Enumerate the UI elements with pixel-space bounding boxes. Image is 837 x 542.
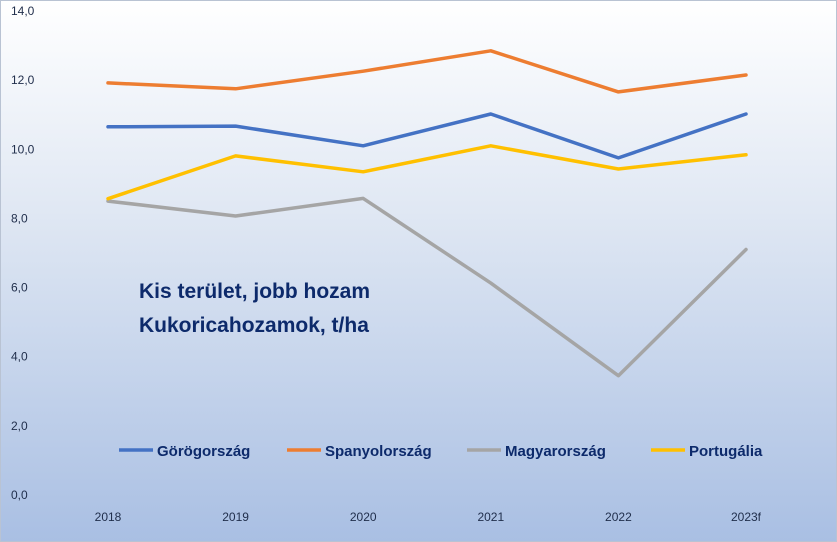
x-tick-label: 2022 bbox=[605, 510, 632, 524]
legend-item: Magyarország bbox=[467, 443, 606, 460]
y-tick-label: 8,0 bbox=[11, 211, 28, 225]
y-tick-label: 10,0 bbox=[11, 142, 35, 156]
annotation-line-2: Kukoricahozamok, t/ha bbox=[139, 314, 369, 337]
legend-label: Görögország bbox=[157, 443, 250, 460]
series-line bbox=[106, 112, 748, 160]
y-tick-label: 12,0 bbox=[11, 73, 35, 87]
annotation-line-1: Kis terület, jobb hozam bbox=[139, 280, 370, 303]
series-line bbox=[106, 49, 748, 94]
y-tick-label: 4,0 bbox=[11, 350, 28, 364]
y-tick-label: 6,0 bbox=[11, 281, 28, 295]
x-tick-label: 2018 bbox=[95, 510, 122, 524]
y-axis: 0,0 2,0 4,0 6,0 8,0 10,0 12,0 14,0 bbox=[11, 4, 35, 502]
legend-item: Portugália bbox=[651, 443, 763, 460]
legend-item: Görögország bbox=[119, 443, 250, 460]
y-tick-label: 0,0 bbox=[11, 488, 28, 502]
series-line bbox=[106, 196, 748, 378]
x-axis: 2018 2019 2020 2021 2022 2023f bbox=[95, 510, 762, 524]
x-tick-label: 2023f bbox=[731, 510, 762, 524]
legend: Görögország Spanyolország Magyarország Port… bbox=[119, 443, 763, 460]
x-tick-label: 2020 bbox=[350, 510, 377, 524]
legend-item: Spanyolország bbox=[287, 443, 432, 460]
y-tick-label: 14,0 bbox=[11, 4, 35, 18]
legend-label: Portugália bbox=[689, 443, 763, 460]
legend-label: Magyarország bbox=[505, 443, 606, 460]
x-tick-label: 2019 bbox=[222, 510, 249, 524]
series-lines bbox=[106, 49, 748, 378]
series-line bbox=[106, 144, 748, 201]
x-tick-label: 2021 bbox=[477, 510, 504, 524]
legend-label: Spanyolország bbox=[325, 443, 432, 460]
y-tick-label: 2,0 bbox=[11, 419, 28, 433]
